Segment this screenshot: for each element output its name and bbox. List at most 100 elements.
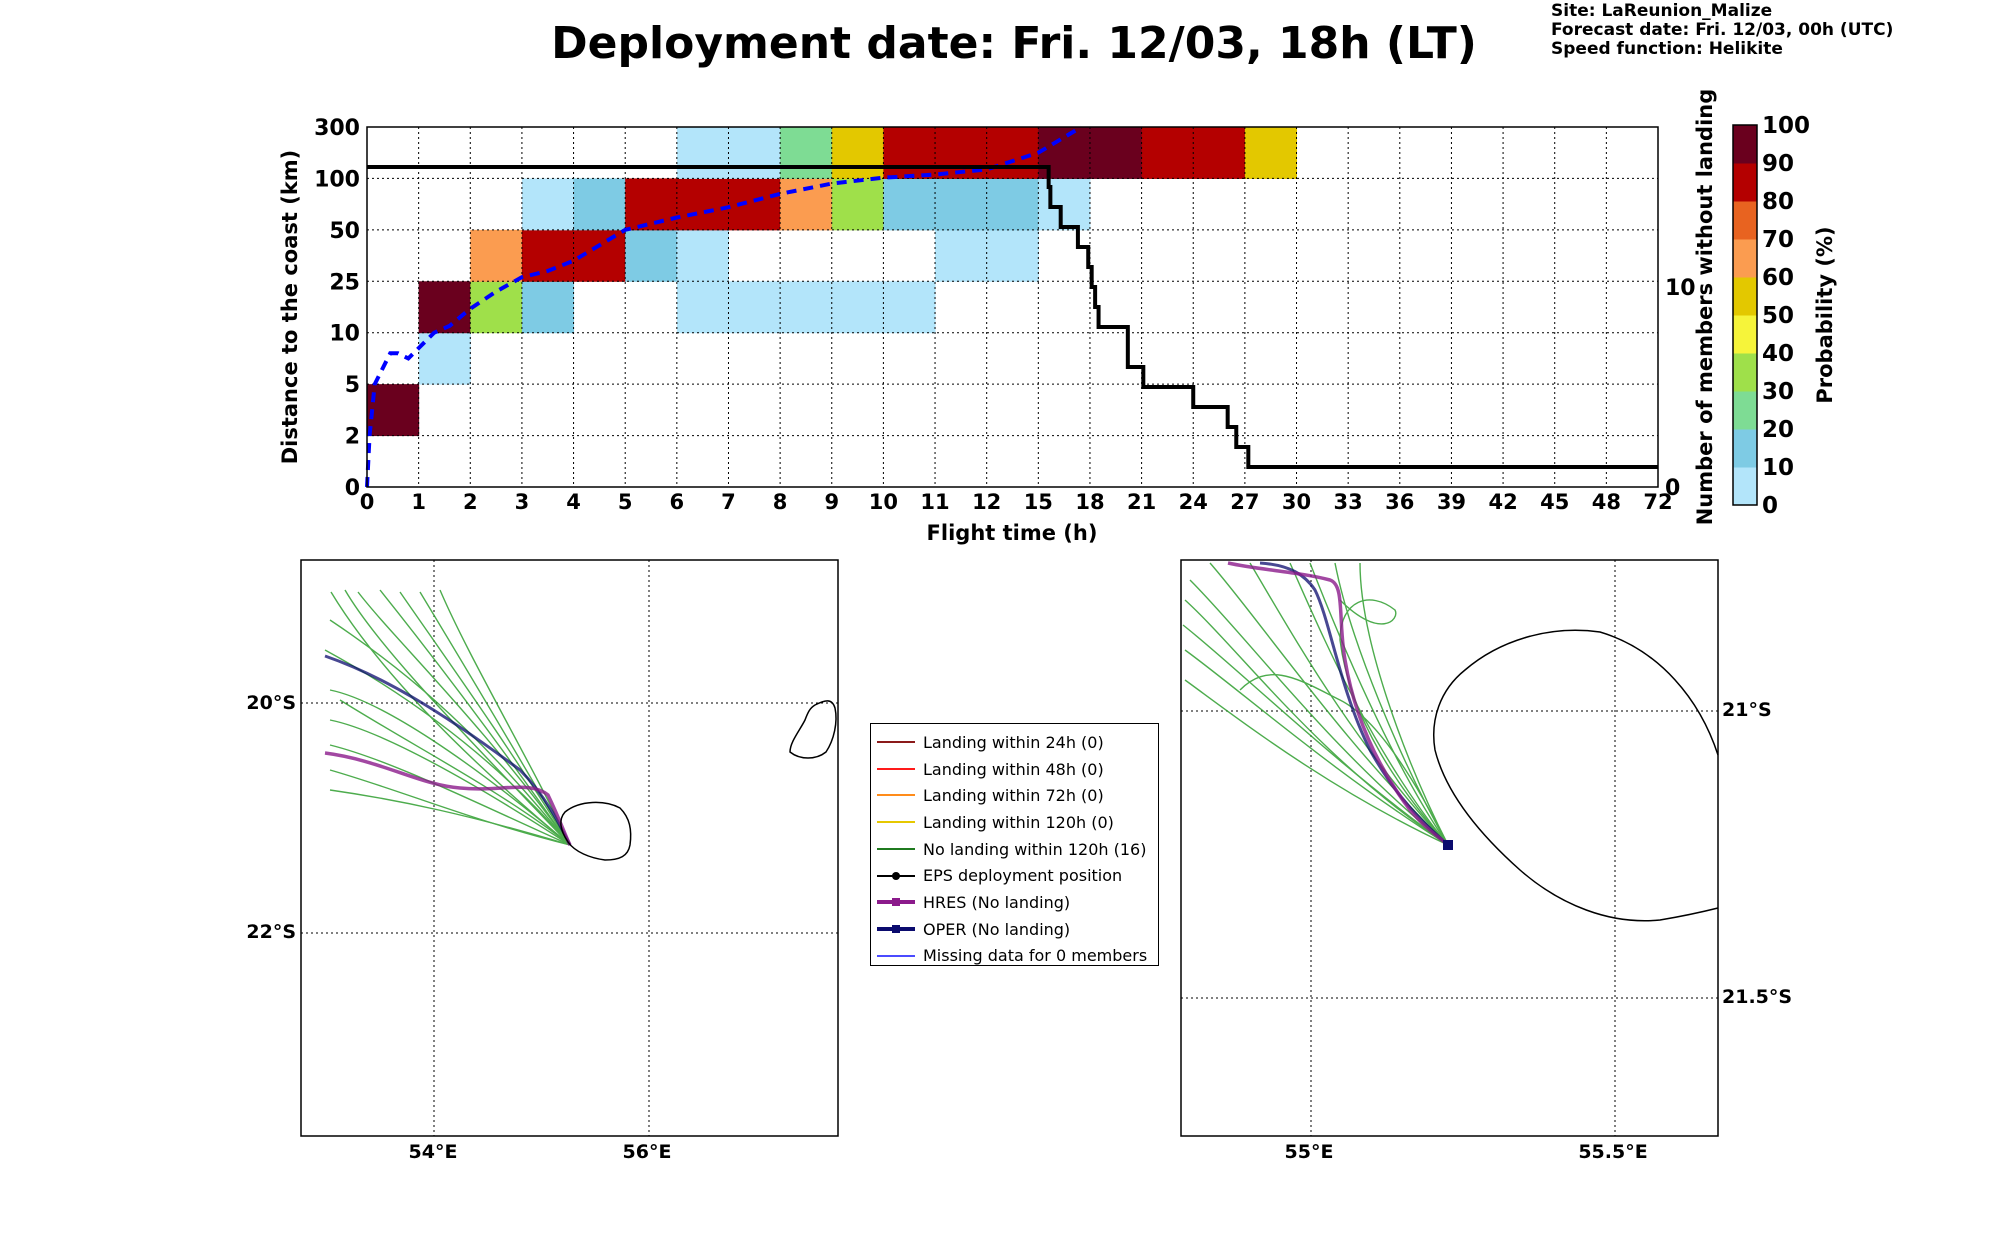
- map-zoom-lon-55-5: 55.5°E: [1578, 1141, 1647, 1163]
- heatmap-cell: [986, 229, 1039, 282]
- y-tick-label: 10: [329, 322, 360, 347]
- y2-tick-label: 10: [1665, 276, 1696, 301]
- heatmap-cell: [883, 178, 936, 231]
- y-tick-label: 50: [329, 219, 360, 244]
- chart-title: Deployment date: Fri. 12/03, 18h (LT): [551, 18, 1477, 69]
- y-tick-label: 2: [345, 425, 360, 450]
- heatmap-cell: [986, 127, 1039, 179]
- map-wide-lon-54: 54°E: [409, 1141, 458, 1163]
- series-lines: [365, 125, 1658, 488]
- legend-swatch: [877, 760, 915, 778]
- legend-swatch: [877, 840, 915, 858]
- legend-item: Landing within 48h (0): [877, 756, 1158, 783]
- map-wide-ensemble-tracks: [324, 589, 571, 846]
- x-tick-label: 3: [515, 490, 530, 514]
- map-zoom-oper-track: [1259, 561, 1449, 847]
- legend-item: EPS deployment position: [877, 862, 1158, 889]
- x-tick-label: 5: [618, 490, 633, 514]
- colorbar-label: Probability (%): [1813, 226, 1837, 403]
- heatmap-cell: [470, 281, 523, 334]
- colorbar-segment: [1733, 163, 1757, 202]
- y-tick-label: 300: [314, 116, 360, 141]
- x-tick-label: 45: [1540, 490, 1569, 514]
- heatmap-cell: [1244, 127, 1298, 179]
- heatmap-cell: [676, 178, 729, 231]
- x-axis-label: Flight time (h): [927, 521, 1098, 545]
- legend-item: Missing data for 0 members: [877, 943, 1158, 970]
- legend: Landing within 24h (0) Landing within 48h…: [870, 723, 1159, 966]
- heatmap-cell: [935, 229, 988, 282]
- heatmap-cell: [883, 281, 936, 334]
- heatmap-cell: [831, 178, 884, 231]
- x-tick-label: 21: [1127, 490, 1156, 514]
- x-tick-label: 1: [411, 490, 426, 514]
- legend-swatch: [877, 733, 915, 751]
- x-tick-label: 12: [972, 490, 1001, 514]
- colorbar-tick-label: 70: [1762, 227, 1794, 253]
- legend-swatch: [877, 893, 915, 911]
- legend-item: No landing within 120h (16): [877, 836, 1158, 863]
- legend-swatch: [877, 867, 915, 885]
- forecast-info: Site: LaReunion_Malize Forecast date: Fr…: [1551, 2, 1893, 59]
- x-tick-label: 27: [1230, 490, 1259, 514]
- heatmap-cell: [831, 281, 884, 334]
- colorbar-tick-label: 80: [1762, 189, 1794, 215]
- heatmap-cell: [470, 229, 523, 282]
- x-tick-label: 24: [1179, 490, 1208, 514]
- legend-swatch: [877, 813, 915, 831]
- colorbar-tick-label: 100: [1762, 113, 1810, 139]
- heatmap-cell: [676, 281, 729, 334]
- heatmap-cell: [728, 281, 781, 334]
- legend-swatch: [877, 787, 915, 805]
- colorbar-tick-label: 30: [1762, 379, 1794, 405]
- map-zoom-ensemble-tracks: [1182, 562, 1449, 846]
- map-wide-lon-56: 56°E: [623, 1141, 672, 1163]
- map-zoom-deployment-marker: [1443, 840, 1453, 850]
- map-zoom-frame: [1180, 559, 1719, 1137]
- legend-label: OPER (No landing): [923, 919, 1071, 939]
- x-tick-label: 48: [1592, 490, 1621, 514]
- x-tick-label: 36: [1385, 490, 1414, 514]
- colorbar: [1732, 124, 1758, 506]
- map-zoom-reunion-island: [1433, 629, 1719, 922]
- gridlines: [367, 127, 1658, 487]
- y2-tick-labels: 0 10: [1665, 276, 1696, 501]
- legend-item: Landing within 120h (0): [877, 809, 1158, 836]
- map-zoom-lat-21-5: 21.5°S: [1722, 986, 1792, 1008]
- colorbar-tick-label: 10: [1762, 455, 1794, 481]
- legend-item: HRES (No landing): [877, 889, 1158, 916]
- legend-item: Landing within 72h (0): [877, 782, 1158, 809]
- x-tick-label: 30: [1282, 490, 1311, 514]
- x-tick-label: 10: [869, 490, 898, 514]
- heatmap-cell: [625, 178, 678, 231]
- x-tick-label: 8: [773, 490, 788, 514]
- x-tick-label: 7: [721, 490, 736, 514]
- site-label: Site: LaReunion_Malize: [1551, 1, 1773, 21]
- map-zoom-hres-track: [1227, 561, 1450, 847]
- heatmap-cell: [780, 281, 833, 334]
- x-tick-label: 72: [1643, 490, 1672, 514]
- heatmap-cell: [780, 127, 833, 179]
- x-tick-label: 42: [1488, 490, 1517, 514]
- heatmap-cell: [367, 384, 420, 437]
- x-tick-label: 15: [1024, 490, 1053, 514]
- heatmap-cell: [676, 229, 729, 282]
- colorbar-tick-label: 90: [1762, 151, 1794, 177]
- map-zoom-graticule: [1181, 560, 1718, 1136]
- legend-swatch: [877, 920, 915, 938]
- members-without-landing-line: [367, 165, 1658, 469]
- heatmap-cell: [625, 229, 678, 282]
- legend-label: Landing within 48h (0): [923, 759, 1104, 779]
- x-tick-label: 4: [566, 490, 581, 514]
- heatmap-cell: [935, 178, 988, 231]
- colorbar-tick-label: 40: [1762, 341, 1794, 367]
- y-tick-label: 5: [345, 373, 360, 398]
- map-wide-frame: [300, 559, 839, 1137]
- colorbar-segment: [1733, 353, 1757, 392]
- colorbar-tick-label: 20: [1762, 417, 1794, 443]
- x-tick-label: 18: [1075, 490, 1104, 514]
- colorbar-segment: [1733, 391, 1757, 430]
- legend-swatch: [877, 947, 915, 965]
- x-tick-label: 11: [920, 490, 949, 514]
- map-wide-oper-track: [324, 654, 572, 846]
